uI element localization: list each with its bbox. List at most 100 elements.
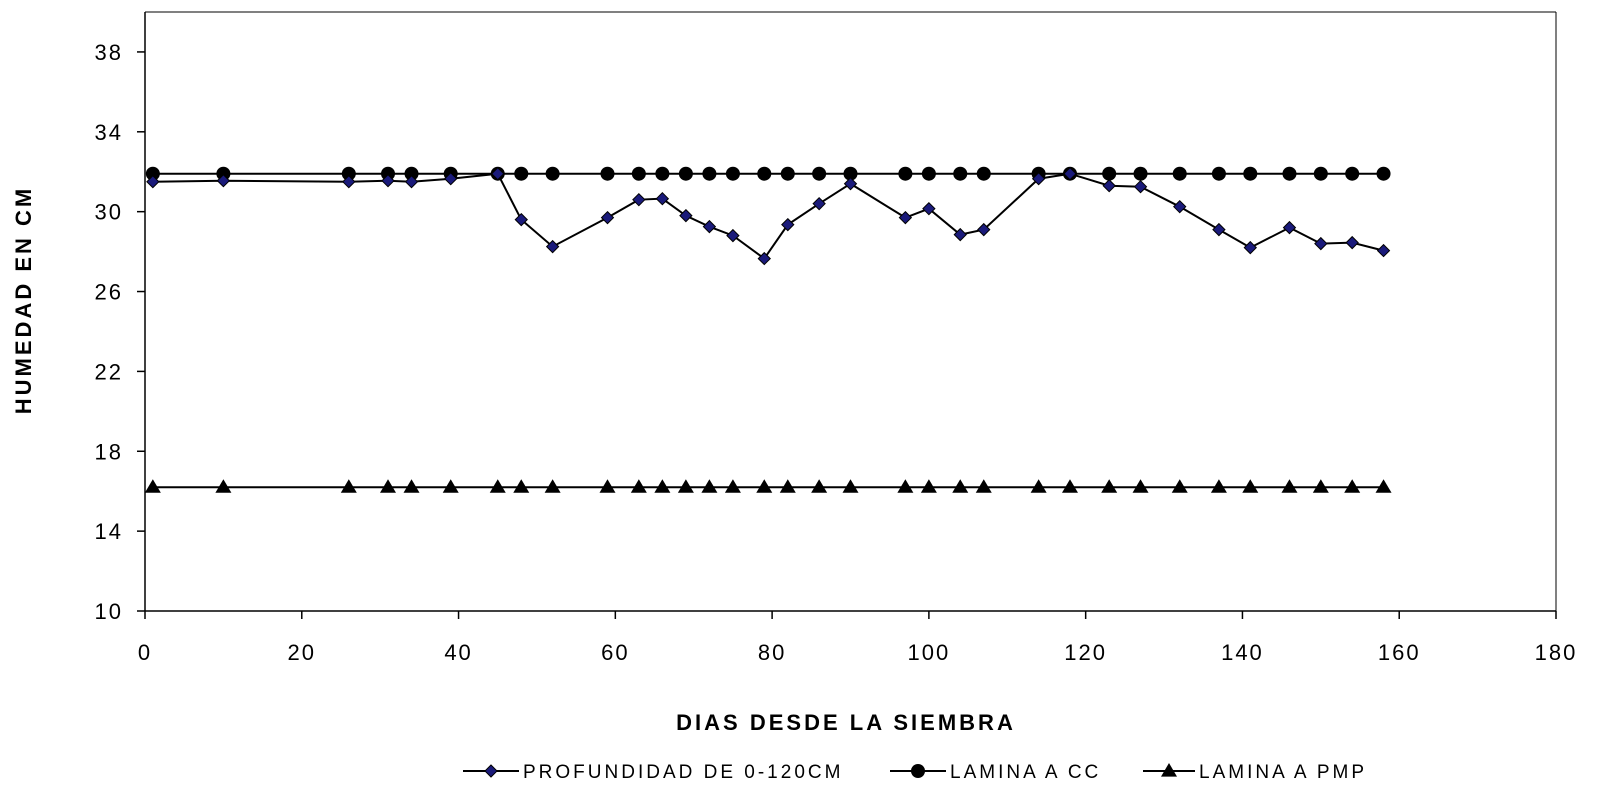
x-tick-label: 0 <box>138 640 152 665</box>
data-point <box>725 166 740 181</box>
data-point <box>1211 166 1226 181</box>
data-point <box>898 210 913 225</box>
legend-item: LAMINA A PMP <box>1143 762 1364 783</box>
data-point <box>779 479 796 493</box>
series-line <box>152 172 1384 261</box>
data-point <box>812 196 826 211</box>
data-point <box>514 212 528 227</box>
data-point <box>404 166 419 181</box>
y-axis-ticks: 10 14 18 22 26 30 34 38 <box>95 40 145 624</box>
data-point <box>341 166 356 181</box>
data-point <box>630 479 647 493</box>
y-tick-label: 10 <box>95 599 123 624</box>
data-point <box>920 479 937 493</box>
data-point <box>1102 166 1117 181</box>
data-point <box>599 479 616 493</box>
data-point <box>146 175 160 189</box>
data-point <box>756 479 773 493</box>
data-point <box>781 217 795 232</box>
legend-marker <box>484 764 498 778</box>
data-point <box>1063 167 1077 181</box>
data-point <box>1313 166 1328 181</box>
y-tick-label: 38 <box>95 40 123 65</box>
data-point <box>726 228 740 243</box>
y-tick-label: 22 <box>95 359 123 384</box>
y-tick-label: 18 <box>95 439 123 464</box>
data-point <box>1031 172 1046 186</box>
x-tick-label: 40 <box>444 640 472 665</box>
data-point <box>677 479 694 493</box>
data-point <box>975 479 992 493</box>
series-lamina-a-cc <box>145 166 1391 181</box>
data-point <box>724 479 741 493</box>
data-point <box>953 166 968 181</box>
data-point <box>381 174 395 188</box>
data-point <box>215 479 232 493</box>
data-point <box>1314 236 1328 251</box>
data-point <box>1132 479 1149 493</box>
data-point <box>1173 199 1187 214</box>
data-point <box>545 166 560 181</box>
legend-item: LAMINA A CC <box>890 762 1101 783</box>
x-tick-label: 120 <box>1064 640 1107 665</box>
legend-label: PROFUNDIDAD DE 0-120CM <box>523 762 843 783</box>
data-point <box>545 239 560 254</box>
data-point <box>442 479 459 493</box>
data-point <box>600 166 615 181</box>
data-point <box>701 479 718 493</box>
data-point <box>1101 479 1118 493</box>
data-point <box>1312 479 1329 493</box>
data-point <box>403 479 420 493</box>
x-tick-label: 60 <box>601 640 629 665</box>
legend-marker <box>1161 763 1177 777</box>
x-axis-title: DIAS DESDE LA SIEMBRA <box>676 710 1016 735</box>
data-point <box>1243 240 1257 255</box>
data-point <box>812 166 827 181</box>
data-point <box>678 166 693 181</box>
data-point <box>1242 479 1259 493</box>
data-point <box>655 166 670 181</box>
data-point <box>444 172 458 186</box>
legend-label: LAMINA A CC <box>950 762 1101 783</box>
y-tick-label: 30 <box>95 200 123 225</box>
data-point <box>340 479 357 493</box>
y-tick-label: 14 <box>95 519 123 544</box>
data-point <box>1212 222 1226 237</box>
data-point <box>897 479 914 493</box>
y-axis-title: HUMEDAD EN CM <box>11 186 36 414</box>
data-point <box>1210 479 1227 493</box>
data-point <box>216 174 231 188</box>
data-point <box>544 479 561 493</box>
x-tick-label: 180 <box>1535 640 1578 665</box>
data-point <box>1030 479 1047 493</box>
data-point <box>679 208 693 223</box>
data-point <box>780 166 795 181</box>
data-point <box>1172 166 1187 181</box>
data-point <box>1281 479 1298 493</box>
data-point <box>342 175 356 189</box>
data-point <box>976 166 991 181</box>
legend-marker <box>911 764 925 778</box>
data-point <box>953 227 967 242</box>
data-point <box>144 479 161 493</box>
data-point <box>757 166 772 181</box>
data-point <box>1376 166 1391 181</box>
x-tick-label: 100 <box>908 640 951 665</box>
data-point <box>380 479 397 493</box>
x-tick-label: 140 <box>1221 640 1264 665</box>
data-point <box>843 166 858 181</box>
legend-item: PROFUNDIDAD DE 0-120CM <box>463 762 843 783</box>
data-point <box>1376 243 1391 258</box>
data-point <box>404 175 419 189</box>
data-point <box>1282 166 1297 181</box>
x-tick-label: 160 <box>1378 640 1421 665</box>
data-point <box>898 166 913 181</box>
data-point <box>1133 166 1148 181</box>
data-point <box>654 479 671 493</box>
data-point <box>1345 235 1359 250</box>
legend: PROFUNDIDAD DE 0-120CM LAMINA A CC LAMINA … <box>463 762 1364 783</box>
data-point <box>1243 166 1258 181</box>
data-point <box>513 479 530 493</box>
series-layer <box>144 166 1392 493</box>
data-point <box>489 479 506 493</box>
